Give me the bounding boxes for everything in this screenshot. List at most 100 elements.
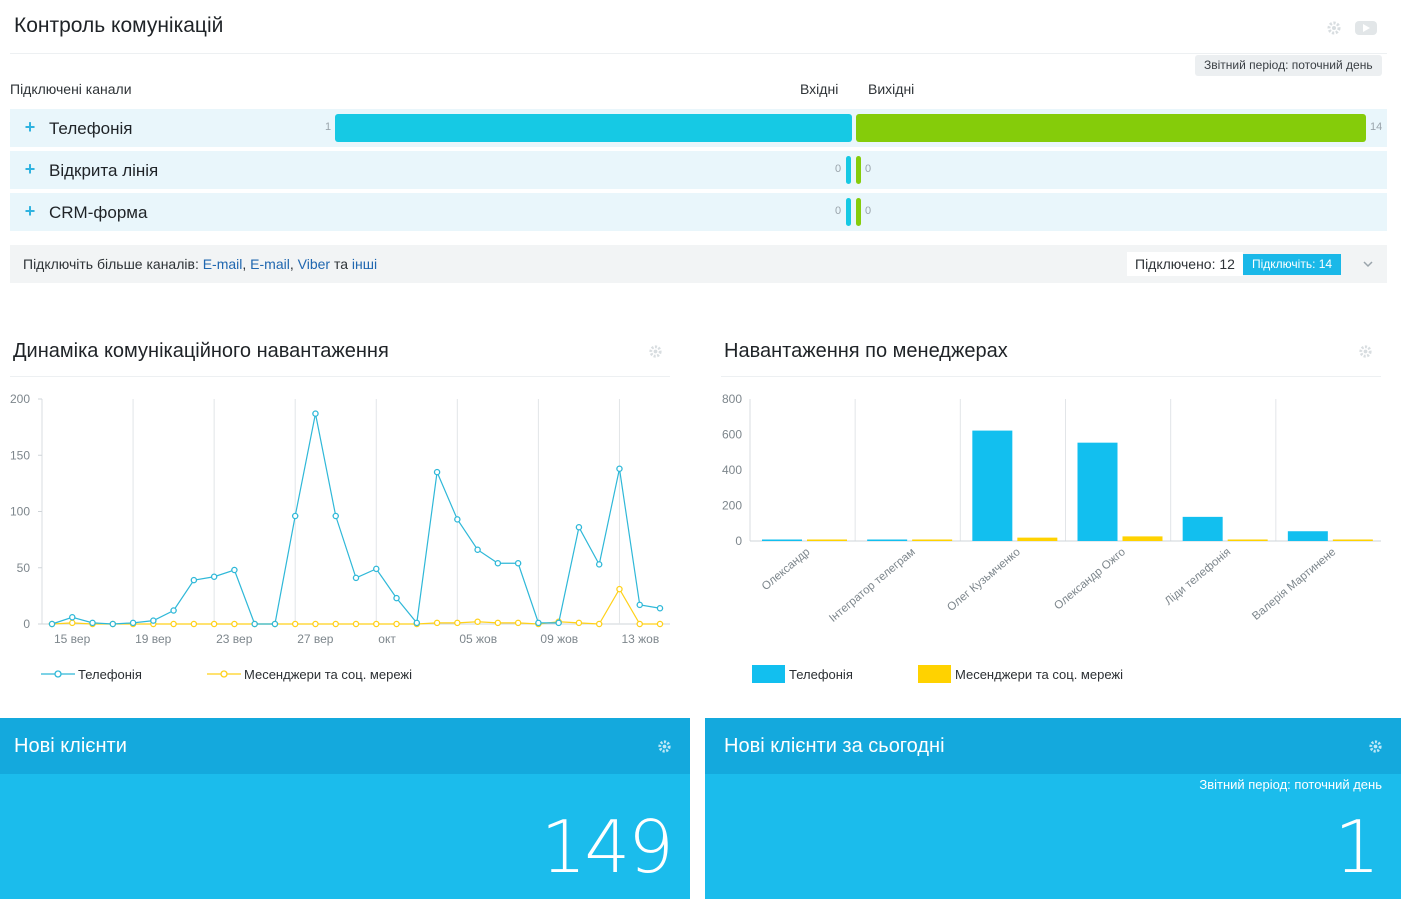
data-point xyxy=(210,573,218,580)
data-point xyxy=(535,619,542,627)
incoming-bar xyxy=(846,156,851,184)
data-point xyxy=(373,565,380,573)
x-tick-label: 09 жов xyxy=(540,632,578,646)
data-point xyxy=(636,601,643,609)
legend-telephony-line-icon xyxy=(41,670,75,678)
x-tick-label: 19 вер xyxy=(135,632,172,646)
data-point xyxy=(69,619,76,627)
outgoing-bar xyxy=(856,198,861,226)
legend-messengers[interactable]: Месенджери та соц. мережі xyxy=(955,667,1123,682)
legend-telephony[interactable]: Телефонія xyxy=(789,667,853,682)
dynamics-title: Динаміка комунікаційного навантаження xyxy=(13,340,389,362)
tile-settings-gear-icon[interactable] xyxy=(1368,739,1383,754)
data-point xyxy=(332,620,339,628)
category-label: Валерія Мартинене xyxy=(1250,546,1338,623)
data-point xyxy=(352,620,360,628)
more-channels-bar: Підключіть більше каналів: E-mail, E-mai… xyxy=(10,245,1387,283)
category-label: Олег Кузьмченко xyxy=(945,546,1023,614)
category-label: Ліди телефонія xyxy=(1163,546,1233,608)
data-point xyxy=(89,619,96,627)
connect-button[interactable]: Підключіть: 14 xyxy=(1243,254,1342,275)
managers-title: Навантаження по менеджерах xyxy=(724,340,1008,362)
series-line xyxy=(51,413,661,625)
channel-row-open-line[interactable]: + Відкрита лінія 0 0 xyxy=(10,151,1387,189)
data-point xyxy=(373,620,380,628)
managers-divider xyxy=(721,376,1381,377)
y-tick-label: 0 xyxy=(735,534,742,548)
connected-channels-label: Підключені канали xyxy=(10,81,132,97)
expand-plus-icon[interactable]: + xyxy=(24,159,36,179)
report-period-badge[interactable]: Звітний період: поточний день xyxy=(1195,55,1382,76)
data-point xyxy=(656,604,664,612)
x-tick-label: 23 вер xyxy=(216,632,253,646)
data-point xyxy=(616,585,623,593)
y-tick-label: 100 xyxy=(10,505,30,519)
channel-name: Відкрита лінія xyxy=(49,161,159,180)
outgoing-count: 0 xyxy=(865,163,872,175)
bar xyxy=(1182,516,1223,541)
x-tick-label: 05 жов xyxy=(459,632,497,646)
data-point xyxy=(109,620,117,628)
data-point xyxy=(433,468,441,476)
managers-settings-gear-icon[interactable] xyxy=(1358,344,1373,359)
x-tick-label: окт xyxy=(378,632,396,646)
managers-bar-chart: 0 200 400 600 800 Олександр Інтегратор телегра… xyxy=(722,392,1381,625)
data-point xyxy=(291,512,299,520)
bar xyxy=(867,539,908,541)
bar xyxy=(1287,531,1328,541)
data-point xyxy=(494,619,502,627)
incoming-label: Вхідні xyxy=(800,81,839,97)
dynamics-divider xyxy=(10,376,670,377)
data-point xyxy=(575,619,583,627)
incoming-count: 0 xyxy=(835,163,842,175)
series-line xyxy=(51,587,660,625)
data-point xyxy=(190,620,198,628)
expand-plus-icon[interactable]: + xyxy=(24,117,36,137)
video-help-icon[interactable] xyxy=(1354,20,1378,36)
tile-settings-gear-icon[interactable] xyxy=(657,739,672,754)
outgoing-count: 14 xyxy=(1370,121,1383,133)
more-channels-text: Підключіть більше каналів: E-mail, E-mai… xyxy=(23,256,378,272)
data-point xyxy=(69,613,76,621)
bar xyxy=(1122,536,1163,541)
bar xyxy=(1077,442,1118,541)
incoming-count: 0 xyxy=(835,205,842,217)
data-point xyxy=(454,619,461,627)
data-point xyxy=(454,516,461,523)
settings-gear-icon[interactable] xyxy=(1326,20,1342,36)
others-link[interactable]: інші xyxy=(351,256,378,272)
data-point xyxy=(393,594,400,602)
new-clients-tile[interactable]: Нові клієнти 149 xyxy=(0,718,690,899)
expand-plus-icon[interactable]: + xyxy=(24,201,36,221)
email-link[interactable]: E-mail xyxy=(202,256,243,272)
dynamics-settings-gear-icon[interactable] xyxy=(648,344,663,359)
data-point xyxy=(555,619,562,627)
viber-link[interactable]: Viber xyxy=(297,256,331,272)
x-tick-label: 15 вер xyxy=(54,632,91,646)
tile-title: Нові клієнти за сьогодні xyxy=(724,735,945,757)
data-point xyxy=(352,574,360,582)
email-link-2[interactable]: E-mail xyxy=(250,256,290,272)
data-point xyxy=(251,620,258,628)
data-point xyxy=(291,620,299,628)
category-label: Олександр xyxy=(760,546,813,593)
dynamics-line-chart: 0 50 100 150 200 15 вер 19 вер 23 вер 27 вер окт 0… xyxy=(10,392,670,646)
data-point xyxy=(595,561,603,568)
data-point xyxy=(312,620,319,628)
legend-messengers-swatch xyxy=(918,665,951,683)
legend-telephony[interactable]: Телефонія xyxy=(78,667,142,682)
page-title: Контроль комунікацій xyxy=(14,14,224,37)
data-point xyxy=(636,620,643,628)
channel-name: CRM-форма xyxy=(49,203,148,222)
data-point xyxy=(616,465,623,473)
channel-name: Телефонія xyxy=(49,119,133,138)
channel-row-crm-form[interactable]: + CRM-форма 0 0 xyxy=(10,193,1387,231)
incoming-count: 1 xyxy=(325,121,332,133)
data-point xyxy=(474,618,481,625)
new-clients-today-tile[interactable]: Нові клієнти за сьогодні Звітний період:… xyxy=(705,718,1401,899)
data-point xyxy=(231,566,238,574)
channel-row-telephony[interactable]: + Телефонія 1 14 xyxy=(10,109,1387,147)
bar xyxy=(1227,539,1268,541)
legend-messengers[interactable]: Месенджери та соц. мережі xyxy=(244,667,412,682)
chevron-down-icon[interactable] xyxy=(1361,257,1375,271)
